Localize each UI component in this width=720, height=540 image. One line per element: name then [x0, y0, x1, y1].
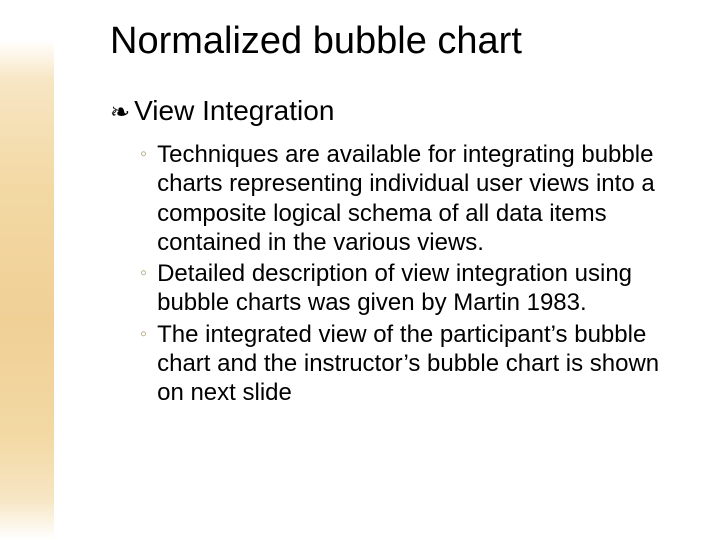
hollow-circle-icon: ◦ [140, 259, 147, 287]
sub-bullet-item: ◦ Detailed description of view integrati… [140, 259, 660, 318]
sub-bullet-text: The integrated view of the participant’s… [157, 320, 660, 408]
hollow-circle-icon: ◦ [140, 140, 147, 168]
slide-title: Normalized bubble chart [110, 20, 522, 63]
sub-bullet-text: Detailed description of view integration… [157, 259, 660, 318]
sub-bullet-list: ◦ Techniques are available for integrati… [140, 140, 660, 409]
sub-bullet-text: Techniques are available for integrating… [157, 140, 660, 257]
main-bullet-text: View Integration [134, 95, 334, 127]
slide: Normalized bubble chart ❧ View Integrati… [0, 0, 720, 540]
flourish-bullet-icon: ❧ [110, 98, 130, 127]
left-decorative-stripe [0, 0, 54, 540]
hollow-circle-icon: ◦ [140, 320, 147, 348]
main-bullet: ❧ View Integration [110, 95, 334, 127]
sub-bullet-item: ◦ The integrated view of the participant… [140, 320, 660, 408]
sub-bullet-item: ◦ Techniques are available for integrati… [140, 140, 660, 257]
